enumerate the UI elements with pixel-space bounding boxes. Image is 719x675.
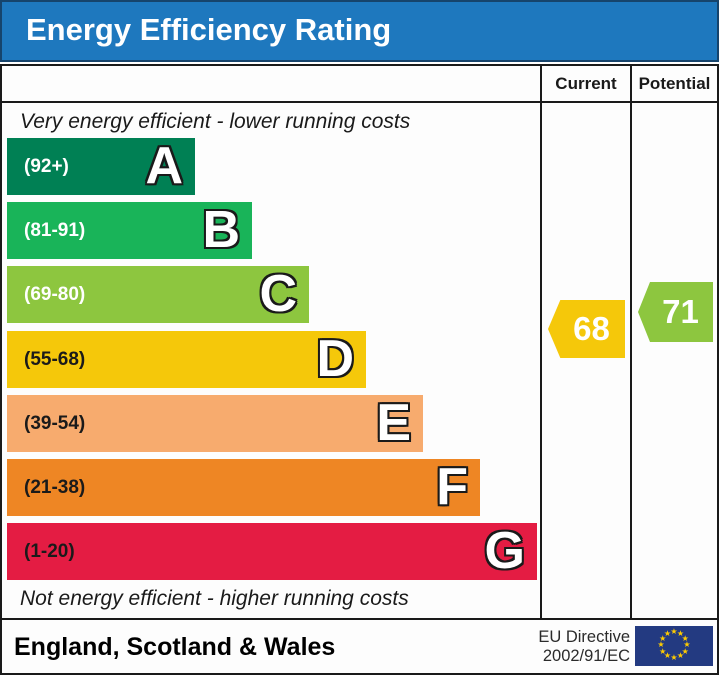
band-b-range: (81-91) [24,219,86,241]
band-a: (92+) A [7,138,195,195]
chart-title-bar: Energy Efficiency Rating [0,0,719,62]
potential-rating-value: 71 [662,293,699,330]
potential-rating-arrow: 71 [638,282,713,342]
band-g: (1-20) G [7,523,537,580]
band-f-letter: F [436,458,468,516]
eu-flag-star-icon: ★ [659,633,667,643]
eu-flag-star-icon: ★ [659,646,667,656]
footer-divider [2,618,717,620]
band-d-range: (55-68) [24,348,86,370]
potential-column-header: Potential [638,74,711,93]
rating-table: Current Potential Very energy efficient … [0,64,719,675]
eu-flag-star-icon: ★ [670,627,678,636]
current-column-divider [540,66,542,620]
eu-flag-star-icon: ★ [670,653,678,662]
band-b-letter: B [202,201,240,259]
eu-flag-star-icon: ★ [681,633,689,643]
band-c: (69-80) C [7,266,309,323]
band-a-range: (92+) [24,155,69,177]
band-g-range: (1-20) [24,540,75,562]
band-c-letter: C [259,265,297,323]
bottom-note: Not energy efficient - higher running co… [20,587,409,610]
chart-title: Energy Efficiency Rating [26,12,392,47]
current-column-header: Current [555,74,617,93]
footer-region-label: England, Scotland & Wales [14,633,336,661]
band-e: (39-54) E [7,395,423,452]
band-e-range: (39-54) [24,412,86,434]
potential-column-divider [630,66,632,620]
current-rating-value: 68 [573,310,610,347]
band-b: (81-91) B [7,202,252,259]
header-divider [2,101,717,103]
eu-flag-star-icon: ★ [676,651,685,661]
band-e-letter: E [376,394,411,452]
band-a-letter: A [145,137,183,195]
eu-directive-line1: EU Directive [538,628,630,646]
eu-flag-star-icon: ★ [663,628,672,638]
eu-directive-label: EU Directive 2002/91/EC [442,628,630,666]
band-d-letter: D [316,330,354,388]
eu-flag-star-icon: ★ [663,651,672,661]
band-f-range: (21-38) [24,476,86,498]
band-c-range: (69-80) [24,283,86,305]
band-g-letter: G [484,522,525,580]
eu-flag-star-icon: ★ [676,628,685,638]
eu-flag-star-icon: ★ [681,646,689,656]
band-d: (55-68) D [7,331,366,388]
current-rating-arrow: 68 [548,300,625,358]
eu-flag-star-icon: ★ [683,640,691,649]
top-note: Very energy efficient - lower running co… [20,110,411,133]
band-f: (21-38) F [7,459,480,516]
eu-flag-icon: ★ ★ ★ ★ ★ ★ ★ ★ ★ ★ ★ ★ [635,626,713,666]
eu-flag-star-icon: ★ [657,640,665,649]
eu-directive-line2: 2002/91/EC [542,647,630,665]
